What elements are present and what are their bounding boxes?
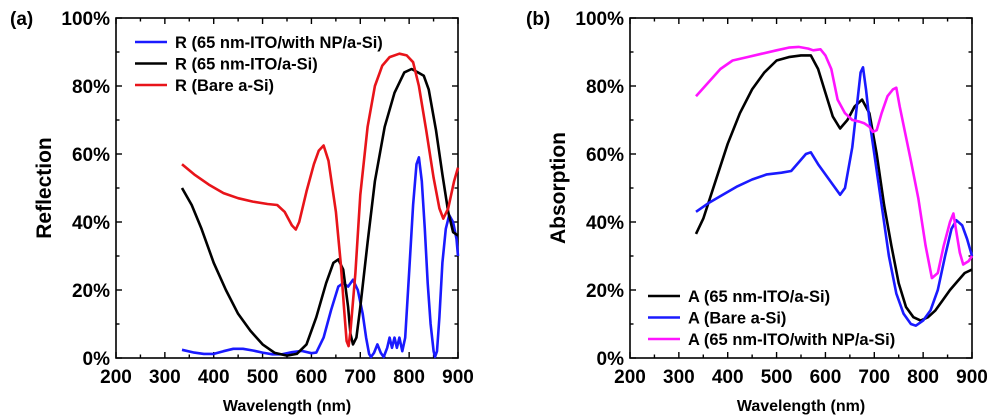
x-tick-label: 600	[810, 367, 842, 388]
legend-label: R (Bare a-Si)	[175, 77, 274, 95]
y-tick-label: 0%	[83, 349, 111, 370]
x-tick-label: 800	[907, 367, 939, 388]
panel-a-reflection: (a) 0% 20% 40% 60% 80% 100% 200 300 400 …	[10, 9, 474, 415]
series-line-r-ito	[180, 67, 459, 357]
axis-ticks-b	[629, 17, 973, 359]
series-line-a-bare	[695, 66, 974, 327]
x-tick-label: 700	[344, 367, 376, 388]
series-lines-a	[180, 52, 460, 359]
y-tick-label: 0%	[597, 349, 625, 370]
legend-b: A (65 nm-ITO/a-Si) A (Bare a-Si) A (65 n…	[648, 288, 895, 349]
y-tick-label: 80%	[72, 77, 110, 98]
series-line-r-ito-np	[181, 156, 460, 359]
series-line-r-bare	[181, 52, 460, 348]
legend-label: R (65 nm-ITO/with NP/a-Si)	[175, 34, 383, 52]
x-tick-label: 400	[198, 367, 230, 388]
x-tick-label: 700	[858, 367, 890, 388]
legend-label: A (65 nm-ITO/with NP/a-Si)	[688, 331, 895, 349]
y-tick-label: 100%	[575, 9, 624, 30]
x-axis-title-b: Wavelength (nm)	[737, 398, 865, 415]
legend-label: A (Bare a-Si)	[688, 310, 786, 328]
x-tick-label: 600	[296, 367, 328, 388]
series-line-a-ito	[694, 54, 973, 322]
y-tick-label: 60%	[72, 145, 110, 166]
x-tick-labels-b: 200 300 400 500 600 700 800 900	[614, 367, 988, 388]
x-tick-label: 200	[614, 367, 646, 388]
axis-ticks-a	[115, 17, 459, 359]
panel-label-a: (a)	[10, 9, 33, 30]
legend-label: A (65 nm-ITO/a-Si)	[688, 288, 830, 306]
legend-label: R (65 nm-ITO/a-Si)	[175, 56, 318, 74]
panel-label-b: (b)	[526, 9, 550, 30]
x-tick-label: 200	[100, 367, 132, 388]
x-tick-label: 900	[442, 367, 474, 388]
panel-b-absorption: (b) 0% 20% 40% 60% 80% 100% 200 300 400 …	[526, 9, 988, 415]
y-axis-title-b: Absorption	[547, 132, 570, 244]
y-tick-label: 80%	[586, 77, 624, 98]
x-tick-label: 500	[761, 367, 793, 388]
y-tick-label: 100%	[61, 9, 110, 30]
y-tick-label: 60%	[586, 145, 624, 166]
y-tick-label: 40%	[586, 213, 624, 234]
x-tick-label: 800	[393, 367, 425, 388]
y-tick-label: 20%	[586, 281, 624, 302]
y-tick-labels-a: 0% 20% 40% 60% 80% 100%	[61, 9, 110, 370]
y-tick-label: 40%	[72, 213, 110, 234]
x-tick-label: 900	[956, 367, 988, 388]
y-axis-title-a: Reflection	[33, 137, 56, 239]
x-tick-labels-a: 200 300 400 500 600 700 800 900	[100, 367, 474, 388]
y-tick-label: 20%	[72, 281, 110, 302]
x-tick-label: 300	[663, 367, 695, 388]
legend-a: R (65 nm-ITO/with NP/a-Si) R (65 nm-ITO/…	[135, 34, 383, 95]
series-line-a-ito-np	[695, 45, 974, 280]
x-tick-label: 500	[247, 367, 279, 388]
plot-frame-b	[629, 17, 973, 359]
x-tick-label: 300	[149, 367, 181, 388]
series-lines-b	[694, 45, 974, 327]
x-axis-title-a: Wavelength (nm)	[223, 398, 351, 415]
x-tick-label: 400	[712, 367, 744, 388]
y-tick-labels-b: 0% 20% 40% 60% 80% 100%	[575, 9, 624, 370]
